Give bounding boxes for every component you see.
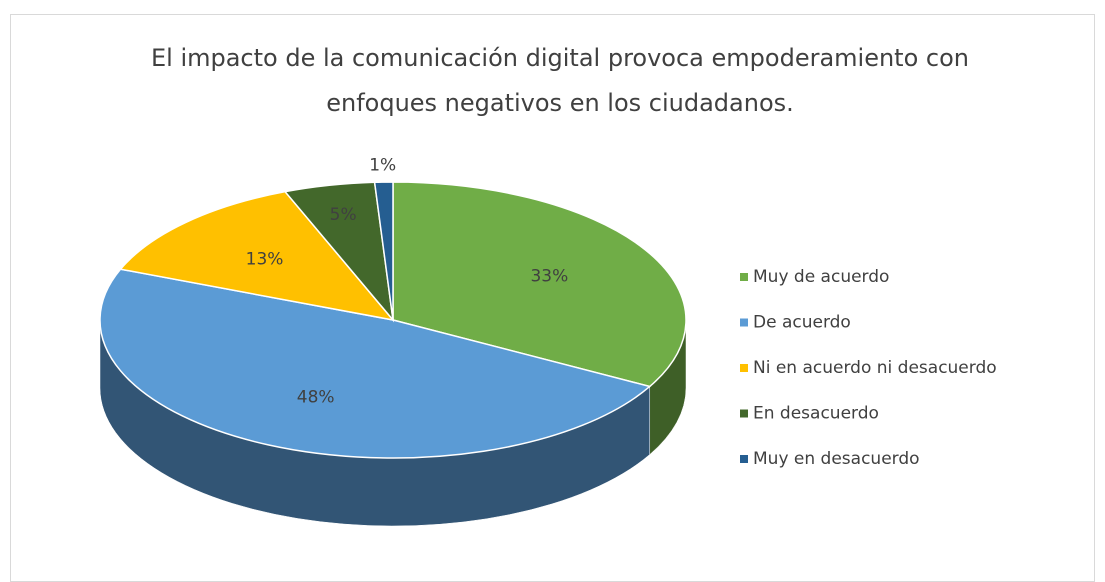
chart-title: El impacto de la comunicación digital pr… — [150, 44, 969, 117]
legend-label: Muy en desacuerdo — [753, 449, 920, 469]
data-label: 5% — [330, 205, 357, 225]
legend-swatch — [740, 455, 748, 463]
slice — [373, 181, 394, 321]
legend-label: De acuerdo — [753, 313, 851, 333]
slice — [99, 268, 652, 459]
slice — [392, 181, 687, 388]
data-label: 1% — [369, 156, 396, 176]
legend-label: En desacuerdo — [753, 404, 879, 424]
legend-label: Ni en acuerdo ni desacuerdo — [753, 358, 997, 378]
data-label: 48% — [297, 387, 335, 407]
legend-swatch — [740, 409, 748, 418]
data-label: 33% — [530, 266, 568, 286]
legend-swatch — [740, 273, 748, 281]
legend-swatch — [740, 318, 748, 327]
legend-label: Muy de acuerdo — [753, 267, 889, 287]
data-label: 13% — [246, 249, 284, 269]
slice — [119, 190, 395, 322]
legend-swatch — [740, 364, 748, 372]
